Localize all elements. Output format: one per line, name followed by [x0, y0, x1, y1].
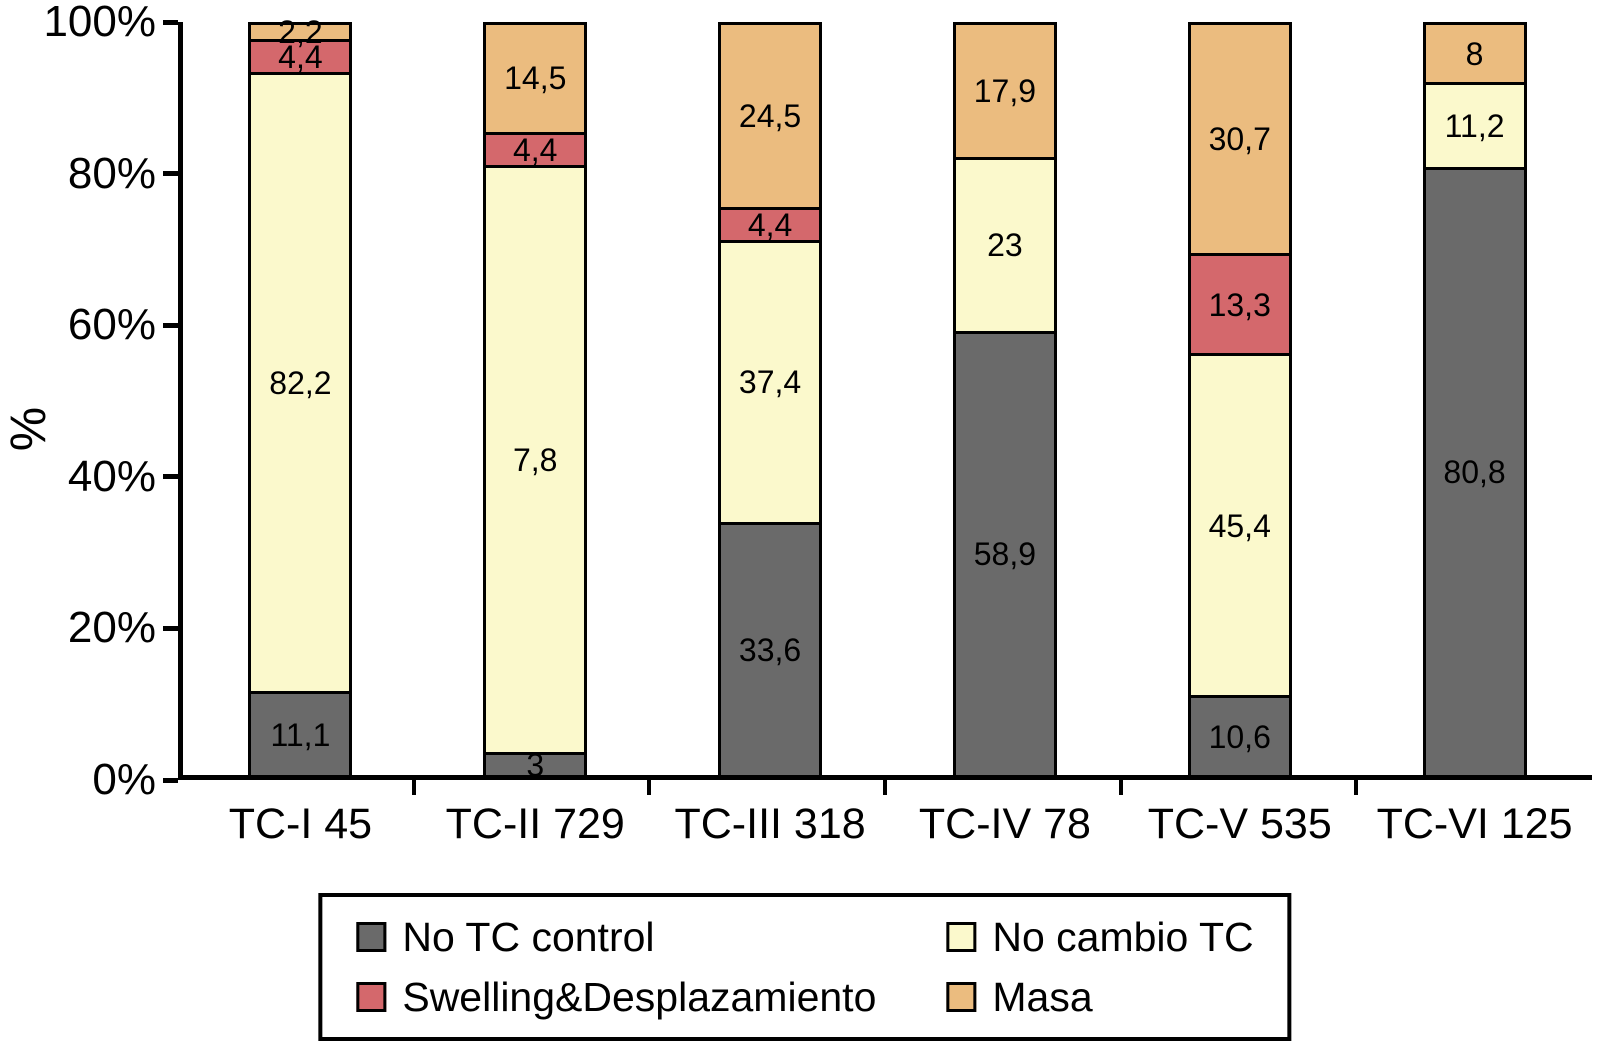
y-tick-mark [163, 474, 178, 480]
bar-slot: 11,1 82,2 4,4 2,2 [183, 13, 418, 775]
x-category-label: TC-II 729 [445, 800, 625, 848]
x-category-label: TC-V 535 [1147, 800, 1332, 848]
segment-value-label: 82,2 [269, 365, 332, 402]
segment-masa: 30,7 [1187, 22, 1292, 254]
legend-swatch [356, 922, 387, 952]
y-tick-label: 100% [43, 0, 156, 46]
segment-no-tc-control: 3 [483, 747, 588, 784]
segment-value-label: 4,4 [747, 206, 793, 243]
segment-no-cambio-tc: 45,4 [1187, 353, 1292, 696]
stacked-bar-tc-v-535: 10,6 45,4 13,3 30,7 [1187, 22, 1292, 775]
stacked-bar-tc-ii-729: 3 7,8 4,4 14,5 [483, 22, 588, 784]
x-category-label: TC-I 45 [228, 800, 373, 848]
stacked-bar-tc-vi-125: 80,8 11,2 8 [1422, 22, 1527, 775]
bar-slot: 3 7,8 4,4 14,5 [418, 22, 653, 784]
segment-no-tc-control: 33,6 [718, 521, 823, 775]
legend-label: No TC control [402, 914, 655, 960]
bar-slot: 80,8 11,2 8 [1357, 22, 1592, 775]
segment-value-label: 4,4 [512, 131, 558, 168]
legend-box: No TC control No cambio TC Swelling&Despla… [318, 893, 1292, 1041]
x-category-label: TC-VI 125 [1376, 800, 1573, 848]
segment-masa: 17,9 [952, 22, 1057, 158]
y-tick-mark [163, 322, 178, 328]
x-tick-mark [1354, 780, 1359, 795]
segment-value-label: 11,1 [270, 716, 331, 753]
segment-value-label: 45,4 [1208, 507, 1271, 544]
x-tick-mark [1118, 780, 1123, 795]
segment-no-tc-control: 58,9 [952, 330, 1057, 775]
stacked-bar-tc-i-45: 11,1 82,2 4,4 2,2 [248, 13, 353, 775]
legend-swatch [946, 922, 977, 952]
x-axis-labels: TC-I 45 TC-II 729 TC-III 318 TC-IV 78 TC-V 5… [183, 800, 1592, 849]
legend-item-no-tc-control: No TC control [356, 913, 876, 961]
segment-value-label: 58,9 [973, 536, 1037, 573]
segment-value-label: 37,4 [738, 364, 802, 401]
x-tick-mark [411, 780, 416, 795]
segment-value-label: 23 [987, 227, 1023, 264]
plot-area [178, 22, 1592, 780]
legend-swatch [356, 982, 387, 1012]
x-tick-mark [883, 780, 887, 795]
segment-value-label: 2,2 [278, 13, 323, 50]
legend-label: Swelling&Desplazamiento [402, 974, 877, 1020]
y-tick-label: 80% [67, 148, 156, 198]
segment-masa: 8 [1422, 22, 1527, 83]
legend-label: Masa [992, 974, 1093, 1020]
y-tick-mark [163, 171, 178, 177]
segment-value-label: 17,9 [973, 73, 1037, 110]
segment-no-cambio-tc: 7,8 [483, 164, 588, 753]
y-tick-mark [163, 625, 178, 631]
segment-no-tc-control: 11,1 [248, 691, 353, 775]
y-tick-label: 40% [67, 451, 156, 501]
segment-value-label: 13,3 [1208, 286, 1271, 323]
segment-masa: 14,5 [483, 22, 588, 132]
segment-no-cambio-tc: 23 [952, 157, 1057, 331]
x-tick-mark [647, 780, 652, 795]
segment-swelling-desplazamiento: 4,4 [718, 206, 823, 243]
segment-value-label: 8 [1465, 35, 1484, 72]
x-category-label: TC-IV 78 [918, 800, 1091, 848]
y-tick-mark [163, 19, 178, 25]
y-tick-label: 0% [92, 755, 156, 804]
segment-value-label: 7,8 [512, 442, 558, 479]
segment-no-cambio-tc: 37,4 [718, 239, 823, 522]
stacked-bar-tc-iv-78: 58,9 23 17,9 [952, 22, 1057, 775]
legend-swatch [946, 982, 977, 1012]
bars-area: 11,1 82,2 4,4 2,2 3 7,8 4,4 14,5 33,6 37,4 4,4 24,5… [183, 13, 1592, 784]
segment-masa: 24,5 [718, 22, 823, 207]
segment-no-tc-control: 10,6 [1187, 695, 1292, 775]
legend-item-swelling-desplazamiento: Swelling&Desplazamiento [356, 973, 876, 1021]
segment-swelling-desplazamiento: 4,4 [483, 131, 588, 168]
legend-item-masa: Masa [946, 973, 1253, 1021]
segment-value-label: 80,8 [1443, 454, 1506, 491]
segment-value-label: 14,5 [504, 60, 567, 97]
segment-value-label: 11,2 [1444, 107, 1505, 144]
segment-swelling-desplazamiento: 4,4 [248, 38, 353, 75]
segment-no-cambio-tc: 82,2 [248, 71, 353, 692]
segment-value-label: 4,4 [278, 38, 323, 75]
segment-value-label: 33,6 [738, 631, 802, 668]
x-category-label: TC-III 318 [674, 800, 866, 848]
legend-label: No cambio TC [992, 914, 1254, 960]
y-tick-mark [163, 777, 178, 783]
segment-swelling-desplazamiento: 13,3 [1187, 253, 1292, 354]
segment-value-label: 24,5 [738, 97, 802, 134]
segment-no-tc-control: 80,8 [1422, 166, 1527, 775]
segment-value-label: 3 [526, 747, 545, 784]
legend-item-no-cambio-tc: No cambio TC [946, 913, 1254, 961]
segment-no-cambio-tc: 11,2 [1422, 82, 1527, 167]
bar-slot: 10,6 45,4 13,3 30,7 [1122, 22, 1357, 775]
segment-value-label: 10,6 [1208, 718, 1271, 755]
bar-slot: 58,9 23 17,9 [887, 22, 1122, 775]
segment-value-label: 30,7 [1208, 121, 1271, 158]
segment-masa: 2,2 [248, 13, 353, 50]
stacked-bar-tc-iii-318: 33,6 37,4 4,4 24,5 [718, 22, 823, 775]
y-tick-label: 60% [67, 300, 156, 350]
bar-slot: 33,6 37,4 4,4 24,5 [653, 22, 888, 775]
y-tick-label: 20% [67, 603, 156, 653]
